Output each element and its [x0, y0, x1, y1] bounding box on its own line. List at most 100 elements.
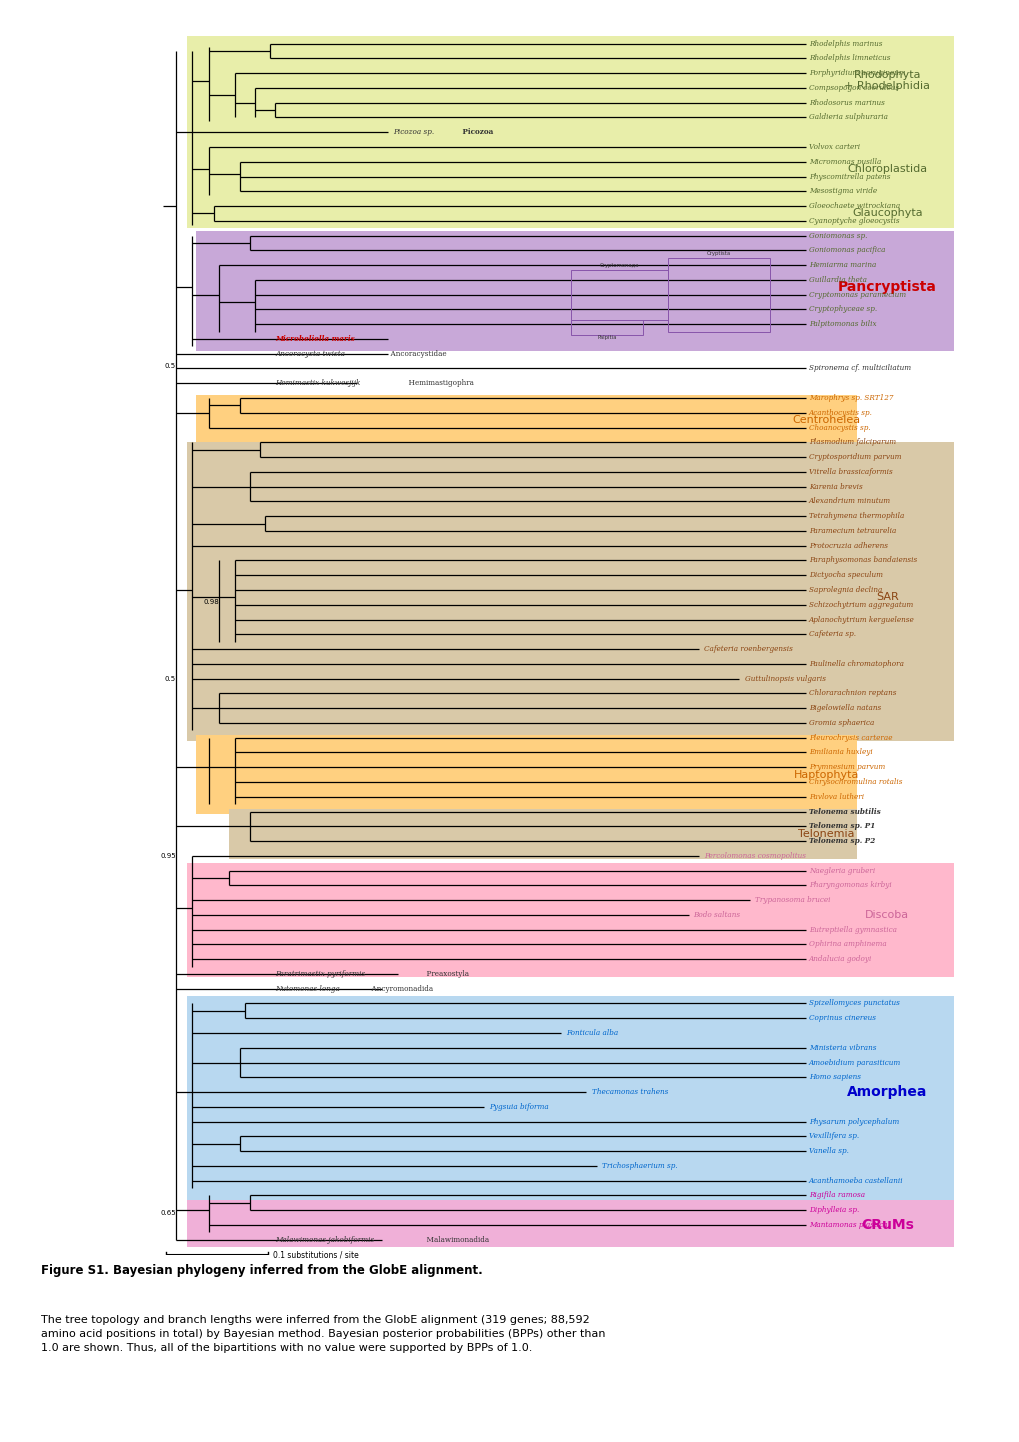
Text: Ministeria vibrans: Ministeria vibrans — [808, 1044, 875, 1051]
Text: Gloeochaete witrockiana: Gloeochaete witrockiana — [808, 202, 899, 211]
Text: Rigifila ramosa: Rigifila ramosa — [808, 1191, 864, 1200]
Text: Cryptomonas paramecium: Cryptomonas paramecium — [808, 291, 905, 298]
Text: Vitrella brassicaformis: Vitrella brassicaformis — [808, 467, 892, 476]
Text: Cyanoptyche gloeocystis: Cyanoptyche gloeocystis — [808, 216, 899, 225]
Text: SAR: SAR — [875, 593, 898, 603]
Text: Chrysochromulina rotalis: Chrysochromulina rotalis — [808, 779, 902, 786]
Text: Palpitia: Palpitia — [597, 335, 615, 340]
Text: Mesostigma viride: Mesostigma viride — [808, 187, 876, 195]
Text: Paraphysomonas bandaiensis: Paraphysomonas bandaiensis — [808, 557, 916, 564]
Text: Trichosphaerium sp.: Trichosphaerium sp. — [601, 1162, 677, 1169]
Bar — [571, 320, 642, 335]
Text: Bodo saltans: Bodo saltans — [693, 911, 740, 919]
Text: Figure S1. Bayesian phylogeny inferred from the GlobE alignment.: Figure S1. Bayesian phylogeny inferred f… — [41, 1263, 482, 1278]
Text: Rhodosorus marinus: Rhodosorus marinus — [808, 98, 883, 107]
Text: Marophrys sp. SRT127: Marophrys sp. SRT127 — [808, 394, 893, 402]
Text: Emiliania huxleyi: Emiliania huxleyi — [808, 748, 872, 757]
Text: Pygsuia biforma: Pygsuia biforma — [489, 1103, 549, 1110]
Text: Rhodophyta
+ Rhodelphidia: Rhodophyta + Rhodelphidia — [844, 69, 929, 91]
Text: Mantamonas plastica: Mantamonas plastica — [808, 1221, 887, 1229]
Text: Physcomitrella patens: Physcomitrella patens — [808, 173, 890, 180]
Text: Cryptosporidium parvum: Cryptosporidium parvum — [808, 453, 901, 461]
Text: Telonema sp. P1: Telonema sp. P1 — [808, 822, 874, 831]
Bar — [571, 270, 667, 320]
Text: Nutomonas longa: Nutomonas longa — [275, 985, 340, 992]
Text: Picozoa: Picozoa — [460, 128, 493, 136]
Bar — [186, 864, 953, 976]
Bar — [667, 258, 769, 332]
Text: Percolomonas cosmopolitus: Percolomonas cosmopolitus — [703, 852, 805, 859]
Bar — [186, 996, 953, 1203]
Text: Tetrahymena thermophila: Tetrahymena thermophila — [808, 512, 904, 521]
Text: Spironema cf. multiciliatum: Spironema cf. multiciliatum — [808, 365, 910, 372]
Text: Thecamonas trahens: Thecamonas trahens — [591, 1089, 667, 1096]
Text: Guttulinopsis vulgaris: Guttulinopsis vulgaris — [744, 675, 824, 682]
Text: Gromia sphaerica: Gromia sphaerica — [808, 720, 873, 727]
Text: Aplanochytrium kerguelense: Aplanochytrium kerguelense — [808, 616, 914, 623]
Text: Chlorarachnion reptans: Chlorarachnion reptans — [808, 689, 896, 698]
Text: Acanthocystis sp.: Acanthocystis sp. — [808, 408, 872, 417]
Text: Micromonas pusilla: Micromonas pusilla — [808, 157, 880, 166]
Text: Ancoracystidae: Ancoracystidae — [385, 350, 445, 358]
Text: Telonema sp. P2: Telonema sp. P2 — [808, 836, 874, 845]
Text: Goniomonas pacifica: Goniomonas pacifica — [808, 247, 884, 254]
Text: Malawimonas jakobiformis: Malawimonas jakobiformis — [275, 1236, 374, 1244]
Text: Andalucia godoyi: Andalucia godoyi — [808, 955, 871, 963]
Text: Dictyocha speculum: Dictyocha speculum — [808, 571, 882, 580]
Text: Pharyngomonas kirbyi: Pharyngomonas kirbyi — [808, 881, 891, 890]
Text: Hemimastigophra: Hemimastigophra — [404, 379, 474, 388]
Text: Cafeteria roenbergensis: Cafeteria roenbergensis — [703, 645, 792, 653]
Text: Volvox carteri: Volvox carteri — [808, 143, 859, 151]
Text: Pancryptista: Pancryptista — [838, 280, 935, 294]
Text: 0.5: 0.5 — [165, 362, 175, 369]
Bar — [186, 36, 953, 228]
Text: Malawimonadida: Malawimonadida — [422, 1236, 489, 1244]
Text: 0.95: 0.95 — [160, 852, 175, 859]
Bar — [196, 231, 953, 350]
Text: Telonema subtilis: Telonema subtilis — [808, 808, 879, 816]
Text: Trypanosoma brucei: Trypanosoma brucei — [754, 895, 829, 904]
Text: Coprinus cinereus: Coprinus cinereus — [808, 1014, 875, 1022]
Text: Rhodelphis limneticus: Rhodelphis limneticus — [808, 55, 890, 62]
Text: Prymnesium parvum: Prymnesium parvum — [808, 763, 884, 771]
Text: Paulinella chromatophora: Paulinella chromatophora — [808, 660, 903, 668]
Text: Pleurochrysis carterae: Pleurochrysis carterae — [808, 734, 892, 741]
Text: Ancyromonadida: Ancyromonadida — [367, 985, 433, 992]
Text: Spizellomyces punctatus: Spizellomyces punctatus — [808, 999, 899, 1008]
Text: Ophirina amphinema: Ophirina amphinema — [808, 940, 886, 949]
Text: Rhodelphis marinus: Rhodelphis marinus — [808, 39, 881, 48]
Text: Porphyridium aerugineum: Porphyridium aerugineum — [808, 69, 905, 76]
Text: Cafeteria sp.: Cafeteria sp. — [808, 630, 855, 639]
Text: Vexillifera sp.: Vexillifera sp. — [808, 1132, 858, 1141]
Text: 0.5: 0.5 — [165, 676, 175, 682]
Text: Karenia brevis: Karenia brevis — [808, 483, 862, 490]
Text: Cryptophyceae sp.: Cryptophyceae sp. — [808, 306, 876, 313]
Text: Choanocystis sp.: Choanocystis sp. — [808, 424, 869, 431]
Text: 0.98: 0.98 — [204, 598, 219, 604]
Bar — [186, 443, 953, 741]
Text: Microheliella maris: Microheliella maris — [275, 335, 355, 343]
Text: Hemimastix kukwesjijk: Hemimastix kukwesjijk — [275, 379, 361, 388]
Text: Cryptista: Cryptista — [706, 251, 731, 257]
Text: Alexandrium minutum: Alexandrium minutum — [808, 497, 891, 505]
Text: Guillardia theta: Guillardia theta — [808, 275, 866, 284]
Text: Ancoracysta twista: Ancoracysta twista — [275, 350, 345, 358]
Text: Homo sapiens: Homo sapiens — [808, 1073, 860, 1082]
Text: The tree topology and branch lengths were inferred from the GlobE alignment (319: The tree topology and branch lengths wer… — [41, 1315, 604, 1353]
Bar — [196, 735, 856, 815]
Text: Bigelowiella natans: Bigelowiella natans — [808, 704, 880, 712]
Text: Physarum polycephalum: Physarum polycephalum — [808, 1118, 898, 1126]
Text: Saprolegnia declina: Saprolegnia declina — [808, 585, 881, 594]
Text: Compsopogon coeruleus: Compsopogon coeruleus — [808, 84, 898, 92]
Text: Diphylleia sp.: Diphylleia sp. — [808, 1207, 858, 1214]
Text: Goniomonas sp.: Goniomonas sp. — [808, 232, 866, 239]
Text: Hemiarma marina: Hemiarma marina — [808, 261, 875, 270]
Text: Galdieria sulphuraria: Galdieria sulphuraria — [808, 114, 887, 121]
Text: Paramecium tetraurelia: Paramecium tetraurelia — [808, 526, 896, 535]
Text: Preaxostyla: Preaxostyla — [422, 970, 469, 978]
Text: Chloroplastida: Chloroplastida — [847, 164, 926, 174]
Text: Pavlova lutheri: Pavlova lutheri — [808, 793, 863, 800]
Text: Amorphea: Amorphea — [847, 1084, 926, 1099]
Text: 0.65: 0.65 — [160, 1210, 175, 1216]
Bar — [186, 1200, 953, 1247]
